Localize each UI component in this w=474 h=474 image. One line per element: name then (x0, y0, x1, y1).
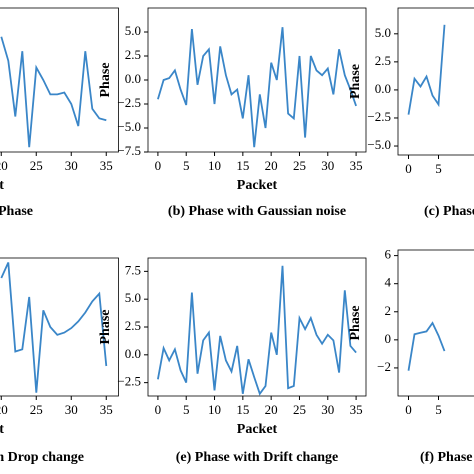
x-tick-label: 10 (208, 158, 221, 173)
x-tick-label: 0 (155, 158, 162, 173)
data-line (157, 27, 357, 148)
data-line (157, 265, 357, 396)
y-tick-label: 0.0 (125, 346, 141, 361)
x-tick-label: 20 (0, 402, 8, 417)
axes-frame (397, 249, 474, 397)
x-axis-label: Packet (0, 178, 4, 193)
x-tick-label: 5 (183, 158, 190, 173)
x-tick-label: 10 (208, 402, 221, 417)
x-tick-label: 35 (100, 158, 113, 173)
x-tick-label: 35 (350, 402, 363, 417)
y-tick-label: 5.0 (125, 290, 141, 305)
x-tick-label: 5 (183, 402, 190, 417)
y-axis-label: Phase (98, 310, 113, 345)
x-tick-label: 30 (65, 158, 78, 173)
axes-frame (147, 7, 367, 153)
y-tick-label: 0 (385, 331, 392, 346)
panel-title: (d) Phase with Drop change (0, 450, 84, 465)
x-tick-label: 35 (100, 402, 113, 417)
x-tick-label: 5 (435, 402, 442, 417)
y-tick-label: 2 (385, 303, 392, 318)
panel-title: (c) Phase (424, 204, 474, 219)
panel-title: (b) Phase with Gaussian noise (168, 204, 346, 219)
x-tick-label: 30 (321, 158, 334, 173)
y-axis-label: Phase (348, 64, 363, 99)
y-tick-label: −2.5 (367, 109, 391, 124)
x-tick-label: 0 (405, 161, 412, 176)
data-line (0, 262, 108, 393)
x-tick-label: 30 (65, 402, 78, 417)
panel-title: (f) Phase (420, 450, 473, 465)
panel-title: (a) Phase (0, 204, 33, 219)
x-tick-label: 25 (293, 402, 306, 417)
data-line (407, 321, 446, 371)
x-tick-label: 0 (155, 402, 162, 417)
x-tick-label: 25 (30, 158, 43, 173)
x-tick-label: 15 (236, 402, 249, 417)
y-tick-label: −7.5 (117, 143, 141, 158)
y-tick-label: 2.5 (125, 318, 141, 333)
y-tick-label: 5.0 (125, 23, 141, 38)
y-axis-label: Phase (348, 306, 363, 341)
data-line (407, 24, 446, 115)
y-tick-label: 4 (385, 275, 392, 290)
y-tick-label: 0.0 (375, 81, 391, 96)
y-tick-label: 0.0 (125, 71, 141, 86)
axes-frame (397, 7, 474, 156)
y-tick-label: 6 (385, 247, 392, 262)
x-tick-label: 20 (265, 402, 278, 417)
data-line (0, 36, 107, 148)
x-tick-label: 0 (405, 402, 412, 417)
axes-frame (147, 257, 367, 397)
y-tick-label: 5.0 (375, 25, 391, 40)
y-tick-label: 2.5 (125, 47, 141, 62)
y-tick-label: −2.5 (117, 374, 141, 389)
x-tick-label: 25 (30, 402, 43, 417)
x-tick-label: 25 (293, 158, 306, 173)
x-tick-label: 20 (0, 158, 8, 173)
y-tick-label: −2 (377, 359, 391, 374)
y-tick-label: 7.5 (125, 262, 141, 277)
y-tick-label: −5.0 (367, 137, 391, 152)
y-tick-label: −5.0 (117, 119, 141, 134)
x-tick-label: 20 (265, 158, 278, 173)
x-tick-label: 35 (350, 158, 363, 173)
panel-title: (e) Phase with Drift change (176, 450, 339, 465)
y-axis-label: Phase (98, 63, 113, 98)
axes-frame (0, 257, 119, 397)
y-tick-label: −2.5 (117, 95, 141, 110)
axes-frame (0, 7, 119, 153)
y-tick-label: 2.5 (375, 53, 391, 68)
x-tick-label: 5 (435, 161, 442, 176)
x-tick-label: 30 (321, 402, 334, 417)
x-tick-label: 15 (236, 158, 249, 173)
x-axis-label: Packet (237, 178, 278, 193)
x-axis-label: Packet (237, 422, 278, 437)
x-axis-label: Packet (0, 422, 4, 437)
